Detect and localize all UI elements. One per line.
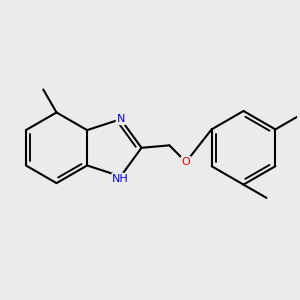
Text: O: O <box>182 157 190 167</box>
Text: NH: NH <box>112 174 129 184</box>
Text: N: N <box>116 114 125 124</box>
